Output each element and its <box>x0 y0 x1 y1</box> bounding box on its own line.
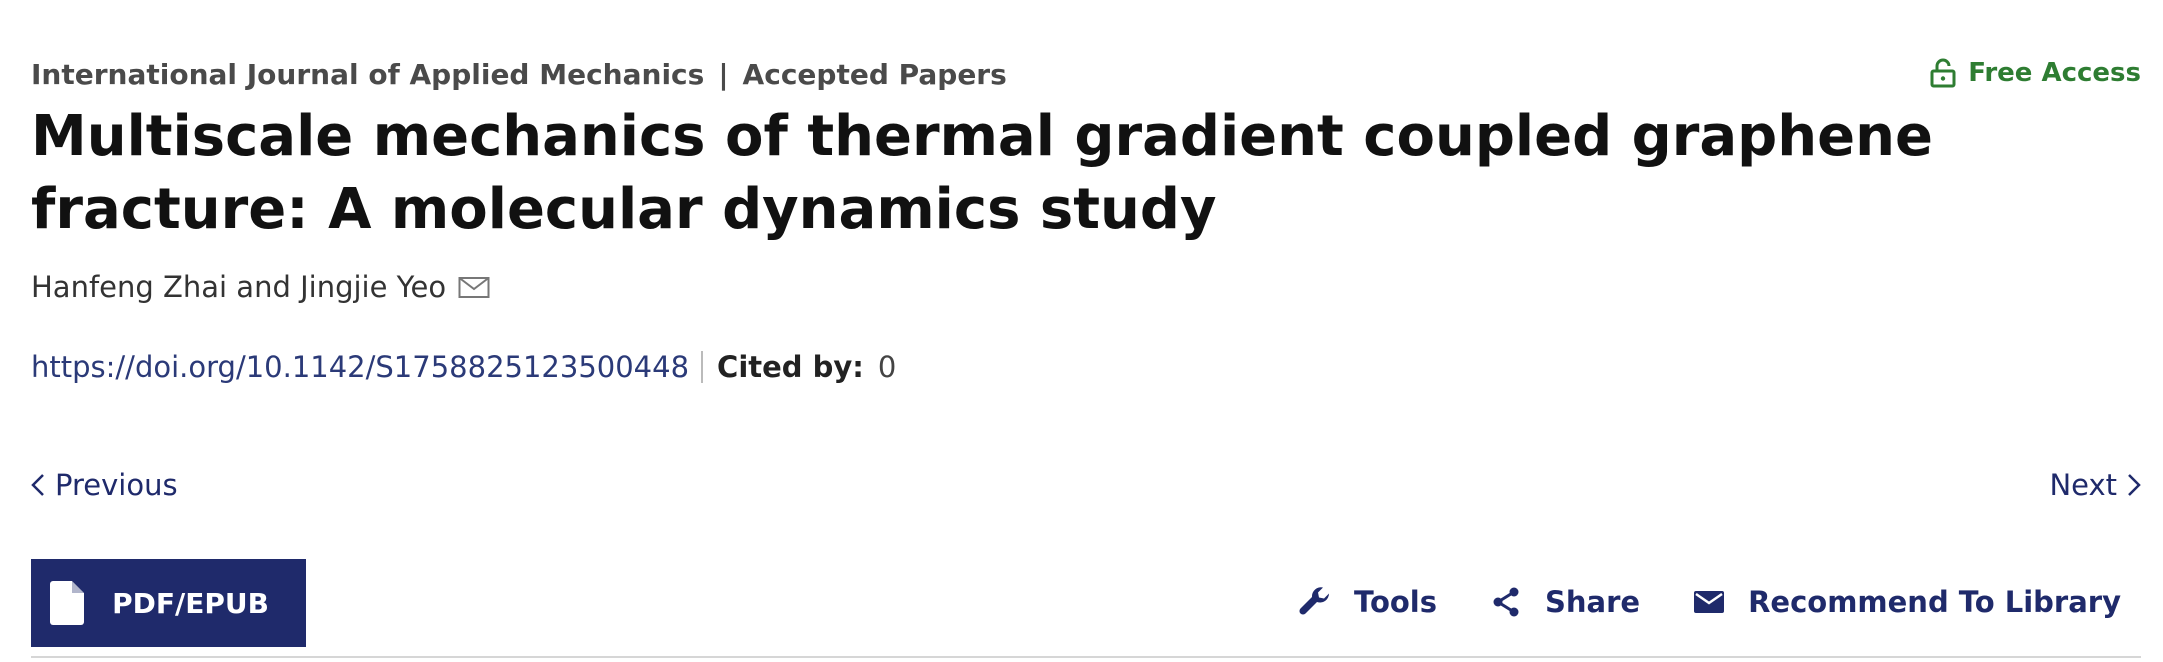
tools-label: Tools <box>1354 585 1437 619</box>
cited-by-label: Cited by: <box>717 350 864 384</box>
envelope-icon[interactable] <box>458 275 490 299</box>
article-title: Multiscale mechanics of thermal gradient… <box>31 104 1933 242</box>
share-label: Share <box>1545 585 1641 619</box>
next-article-link[interactable]: Next <box>2049 468 2141 502</box>
article-header: International Journal of Applied Mechani… <box>31 0 2141 662</box>
article-actions: Tools Share Recommend To Library <box>1298 585 2121 619</box>
section-link[interactable]: Accepted Papers <box>742 58 1007 91</box>
author-list: Hanfeng Zhai and Jingjie Yeo <box>31 270 490 304</box>
breadcrumb-separator: | <box>718 58 729 91</box>
share-button[interactable]: Share <box>1489 585 1640 619</box>
previous-label: Previous <box>55 468 178 502</box>
pdf-epub-label: PDF/EPUB <box>112 586 269 620</box>
previous-article-link[interactable]: Previous <box>31 468 178 502</box>
doi-link[interactable]: https://doi.org/10.1142/S175882512350044… <box>31 350 690 384</box>
journal-link[interactable]: International Journal of Applied Mechani… <box>31 58 705 91</box>
recommend-to-library-button[interactable]: Recommend To Library <box>1692 585 2121 619</box>
next-label: Next <box>2049 468 2117 502</box>
file-icon <box>50 581 85 625</box>
authors-text: Hanfeng Zhai and Jingjie Yeo <box>31 270 447 304</box>
recommend-label: Recommend To Library <box>1748 585 2121 619</box>
pdf-epub-button[interactable]: PDF/EPUB <box>31 559 306 647</box>
tools-button[interactable]: Tools <box>1298 585 1437 619</box>
toolbar-divider <box>31 656 2141 658</box>
mail-icon <box>1694 591 1725 613</box>
breadcrumb: International Journal of Applied Mechani… <box>31 58 1007 91</box>
cited-by-count[interactable]: 0 <box>877 350 897 384</box>
wrench-icon <box>1299 587 1330 615</box>
unlock-icon <box>1930 58 1956 88</box>
free-access-badge: Free Access <box>1930 58 2141 88</box>
chevron-right-icon <box>2128 474 2141 496</box>
doi-row: https://doi.org/10.1142/S175882512350044… <box>31 350 896 384</box>
share-icon <box>1493 587 1519 617</box>
free-access-label: Free Access <box>1968 58 2141 88</box>
doi-divider <box>701 351 704 383</box>
chevron-left-icon <box>31 474 44 496</box>
